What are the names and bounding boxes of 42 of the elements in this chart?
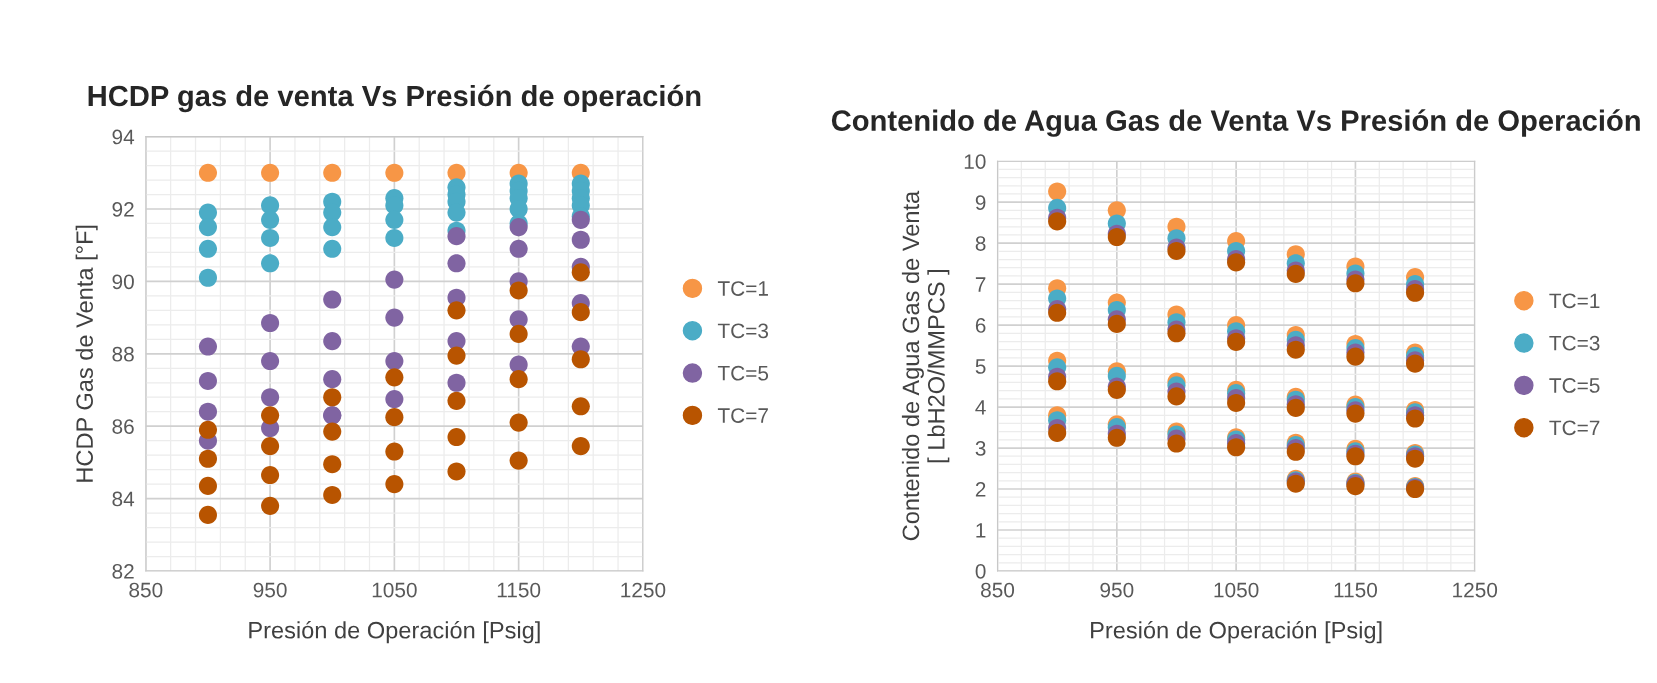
legend-label: TC=5 xyxy=(717,365,769,381)
x-tick-label: 950 xyxy=(253,582,287,598)
y-axis-title: Contenido de Agua Gas de Venta [ LbH2O/MMPCS ] xyxy=(901,190,950,541)
y-tick-label: 1 xyxy=(976,523,986,538)
y-tick-label: 3 xyxy=(975,441,986,456)
x-axis-title: Presión de Operación [Psig] xyxy=(249,620,540,644)
y-tick-label: 86 xyxy=(112,419,134,434)
y-tick-label: 84 xyxy=(112,491,135,507)
y-tick-label: 8 xyxy=(975,236,986,251)
legend-label: TC=1 xyxy=(717,281,768,296)
x-tick-label: 1250 xyxy=(1453,582,1498,598)
legend-label: TC=5 xyxy=(1549,378,1600,393)
x-tick-label: 1050 xyxy=(372,582,417,598)
y-axis-title: HCDP Gas de Venta [°F] xyxy=(75,225,98,482)
y-tick-label: 88 xyxy=(112,346,134,362)
y-tick-label: 94 xyxy=(112,129,135,145)
y-tick-label: 10 xyxy=(964,154,986,169)
legend-label: TC=3 xyxy=(717,323,769,339)
y-tick-label: 9 xyxy=(975,195,986,210)
y-tick-label: 92 xyxy=(112,202,134,217)
x-tick-label: 1050 xyxy=(1214,582,1259,598)
x-tick-label: 850 xyxy=(981,582,1015,598)
y-tick-label: 2 xyxy=(975,482,986,497)
legend-label: TC=7 xyxy=(717,408,768,423)
legend-label: TC=7 xyxy=(1549,420,1600,436)
x-tick-label: 1150 xyxy=(497,582,541,598)
chart-title: Contenido de Agua Gas de Venta Vs Presión de Operación xyxy=(831,109,1640,137)
y-tick-label: 6 xyxy=(975,318,986,333)
chart-title: HCDP gas de venta Vs Presión de operación xyxy=(88,84,701,113)
x-tick-label: 850 xyxy=(129,582,163,598)
x-tick-label: 1150 xyxy=(1334,582,1378,598)
y-tick-label: 7 xyxy=(975,277,986,292)
y-tick-label: 5 xyxy=(975,359,986,374)
y-tick-label: 82 xyxy=(112,563,134,579)
legend-label: TC=1 xyxy=(1549,293,1600,309)
x-axis-title: Presión de Operación [Psig] xyxy=(1091,620,1382,644)
y-tick-label: 0 xyxy=(975,563,986,579)
y-tick-label: 4 xyxy=(975,400,986,415)
legend-label: TC=3 xyxy=(1549,335,1600,351)
x-tick-label: 950 xyxy=(1100,582,1134,598)
x-tick-label: 1250 xyxy=(621,582,666,598)
y-tick-label: 90 xyxy=(112,274,134,290)
